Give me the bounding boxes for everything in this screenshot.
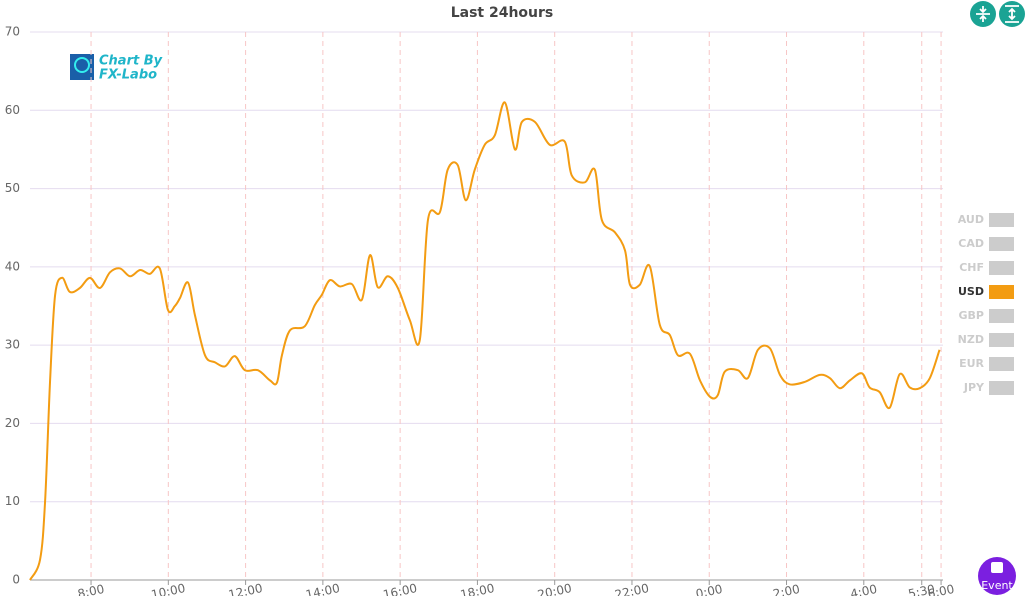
legend-swatch[interactable]: [989, 357, 1014, 371]
legend-label: CHF: [959, 261, 984, 274]
legend-swatch[interactable]: [989, 285, 1014, 299]
y-tick-label: 20: [5, 416, 20, 430]
legend-swatch[interactable]: [989, 261, 1014, 275]
watermark-text: Chart By: [99, 54, 163, 69]
watermark-text: FX-Labo: [99, 68, 157, 83]
legend-swatch[interactable]: [989, 333, 1014, 347]
x-tick-label: 5:30: [907, 582, 936, 596]
expand-icon: [1005, 5, 1019, 23]
event-icon: [991, 562, 1003, 573]
legend-label: EUR: [959, 357, 984, 370]
line-series: [29, 101, 941, 581]
legend-swatch[interactable]: [989, 237, 1014, 251]
watermark: Chart By FX-Labo: [70, 54, 163, 83]
toolbar[interactable]: [970, 1, 1025, 27]
y-tick-label: 70: [5, 25, 20, 39]
legend-label: AUD: [958, 213, 984, 226]
event-button[interactable]: Event: [978, 557, 1016, 595]
chart-title: Last 24hours: [451, 5, 554, 21]
y-tick-label: 50: [5, 181, 20, 195]
x-tick-label: 2:00: [772, 582, 801, 596]
x-tick-label: 6:00: [926, 582, 955, 596]
event-circle[interactable]: [978, 557, 1016, 595]
y-tick-label: 60: [5, 103, 20, 117]
collapse-icon: [976, 6, 990, 22]
x-tick-label: 4:00: [849, 582, 878, 596]
event-label: Event: [981, 579, 1013, 592]
legend-label: GBP: [959, 309, 984, 322]
y-tick-label: 30: [5, 338, 20, 352]
x-tick-label: 0:00: [695, 582, 724, 596]
legend-swatch[interactable]: [989, 213, 1014, 227]
legend-swatch[interactable]: [989, 381, 1014, 395]
y-tick-label: 40: [5, 259, 20, 273]
legend-label: USD: [958, 285, 984, 298]
y-tick-label: 10: [5, 494, 20, 508]
legend-label: CAD: [958, 237, 984, 250]
legend-swatch[interactable]: [989, 309, 1014, 323]
legend-label: JPY: [963, 381, 985, 394]
watermark-icon: [74, 57, 90, 73]
legend-label: NZD: [958, 333, 984, 346]
y-tick-label: 0: [12, 573, 20, 587]
x-tick-label: 8:00: [76, 582, 105, 596]
